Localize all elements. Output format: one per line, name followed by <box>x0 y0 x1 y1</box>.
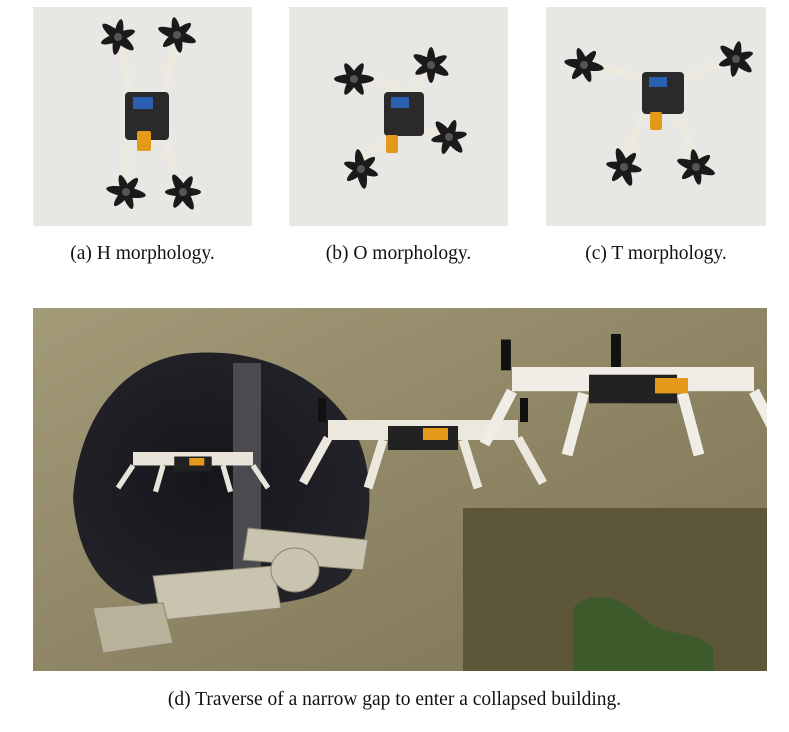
vegetation <box>573 597 713 671</box>
drone-middle <box>299 398 547 490</box>
drone-body <box>642 72 684 130</box>
caption-c: (c) T morphology. <box>585 243 727 264</box>
rubble-blocks <box>92 527 369 654</box>
t-morphology-photo <box>546 7 766 226</box>
h-morphology-photo <box>33 7 252 226</box>
caption-b: (b) O morphology. <box>325 243 472 264</box>
drone-body <box>125 92 169 151</box>
drone-sequence <box>115 334 767 493</box>
drone-far <box>115 452 271 493</box>
caption-a: (a) H morphology. <box>70 243 215 264</box>
o-morphology-photo <box>289 7 508 226</box>
collapsed-building-gap-photo <box>33 308 767 671</box>
propellers <box>564 41 753 186</box>
drone-near <box>479 334 767 457</box>
propellers <box>101 17 201 210</box>
propellers <box>334 47 467 189</box>
caption-d: (d) Traverse of a narrow gap to enter a … <box>167 689 622 710</box>
drone-body <box>384 92 424 153</box>
